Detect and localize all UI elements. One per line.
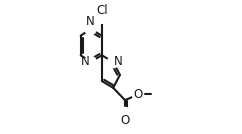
Text: O: O <box>133 88 143 101</box>
Circle shape <box>132 89 144 100</box>
Circle shape <box>119 107 131 119</box>
Text: N: N <box>114 55 123 68</box>
Text: N: N <box>86 15 95 28</box>
Circle shape <box>96 12 107 23</box>
Circle shape <box>85 23 96 35</box>
Text: O: O <box>121 114 130 127</box>
Text: N: N <box>81 55 90 68</box>
Circle shape <box>85 56 96 68</box>
Text: Cl: Cl <box>96 4 108 17</box>
Circle shape <box>107 56 119 68</box>
